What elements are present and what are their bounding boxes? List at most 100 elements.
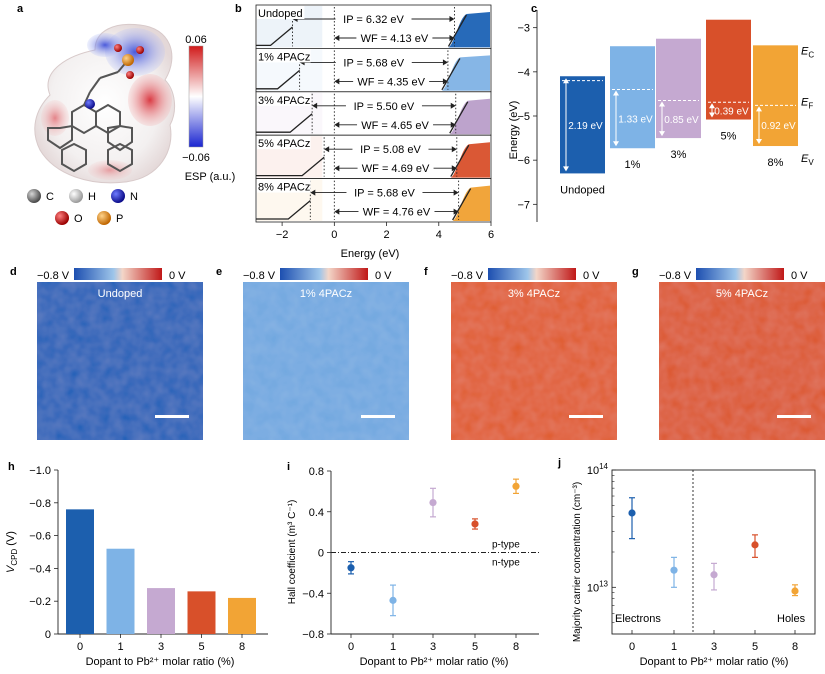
- ip-label: IP = 5.68 eV: [343, 57, 404, 69]
- tick-label-x-h: 0: [77, 641, 83, 653]
- ip-label: IP = 5.08 eV: [360, 144, 421, 156]
- vcpd-bar: [228, 597, 256, 634]
- tick-label-x-i: 5: [472, 641, 478, 653]
- ip-label-bg: [346, 184, 423, 198]
- tick-label-x-b: 4: [436, 229, 442, 241]
- esp-colorbar-min: −0.06: [182, 152, 210, 164]
- gap-label: 0.39 eV: [714, 106, 749, 117]
- tick-label-x-b: 0: [331, 229, 337, 241]
- kpfm-map-label: 3% 4PACz: [508, 288, 560, 300]
- panel-h: h VCPD (V) −1.0 −0.8 −0.6 −0.4 −0.2 0 0 1 3 5 8 Do…: [5, 461, 268, 668]
- spectrum-cutoff-fit: [452, 188, 472, 221]
- band-bar-label: 8%: [768, 157, 784, 169]
- atom-o-ball-icon: [55, 211, 69, 225]
- gap-label: 1.33 eV: [618, 114, 653, 125]
- band-bar: [610, 46, 655, 149]
- row-label: Undoped: [258, 8, 303, 20]
- panel-a: a: [17, 3, 235, 225]
- ups-spectra-chart: IP = 6.32 eV WF = 4.13 eV Undoped IP = 5.68…: [255, 4, 494, 241]
- tick-label-x-b: 2: [383, 229, 389, 241]
- band-bar: [753, 45, 798, 147]
- data-point: [512, 482, 520, 490]
- wf-label-bg: [356, 30, 433, 43]
- atom-n-ball-icon: [111, 189, 125, 203]
- axis-label-x-b: Energy (eV): [341, 248, 400, 260]
- tick-exponent: 14: [599, 462, 608, 471]
- row-label-bg: [257, 136, 311, 150]
- tick-label-x-h: 3: [158, 641, 164, 653]
- row-label: 1% 4PACz: [258, 51, 310, 63]
- tick-label-y-i: 0.4: [309, 507, 324, 519]
- spectrum-left-edge: [256, 156, 325, 177]
- edge-label-ec: EC: [801, 45, 814, 59]
- row-label: 8% 4PACz: [258, 182, 310, 194]
- spectrum-cutoff-fit: [450, 144, 470, 177]
- atom-legend-label: P: [116, 213, 123, 225]
- tick-mantissa: 10: [587, 582, 599, 594]
- kpfm-scale-min: −0.8 V: [451, 270, 484, 282]
- ip-label-bg: [345, 97, 422, 111]
- data-point: [471, 520, 479, 528]
- tick-label-y-h: 0: [45, 629, 51, 641]
- atom-c-ball-icon: [27, 189, 41, 203]
- p-type-label: p-type: [492, 540, 520, 551]
- tick-label-x-j: 0: [629, 641, 635, 653]
- tick-label-x-b: −2: [276, 229, 289, 241]
- gap-label: 0.85 eV: [664, 115, 699, 126]
- n-type-label: n-type: [492, 558, 520, 569]
- panel-letter-a: a: [17, 3, 24, 15]
- tick-label-y-c: −4: [517, 67, 530, 79]
- edge-label-main: E: [801, 153, 809, 165]
- ip-label-bg: [352, 141, 429, 155]
- tick-label-x-i: 8: [513, 641, 519, 653]
- band-bar: [656, 38, 701, 139]
- tick-label-x-b: 6: [488, 229, 494, 241]
- spectrum-secondary-cutoff-area: [452, 185, 490, 221]
- ip-label-bg: [335, 54, 412, 68]
- gap-label: 2.19 eV: [568, 121, 603, 132]
- esp-colorbar-label: ESP (a.u.): [185, 171, 236, 183]
- kpfm-colorbar: [488, 268, 576, 280]
- kpfm-scale-min: −0.8 V: [37, 270, 70, 282]
- atom-legend-label: O: [74, 213, 83, 225]
- wf-label: WF = 4.35 eV: [357, 76, 425, 88]
- tick-label-x-j: 3: [711, 641, 717, 653]
- spectrum-secondary-cutoff-area: [441, 55, 490, 91]
- tick-label-x-j: 1: [671, 641, 677, 653]
- electrons-label: Electrons: [615, 613, 661, 625]
- panel-i: i Hall coefficient (m³ C⁻¹) 0.8 0.4 0 −0.4 −…: [287, 461, 539, 668]
- tick-label-y-h: −0.6: [29, 531, 51, 543]
- edge-label-main: E: [801, 96, 809, 108]
- spectrum-cutoff-fit: [447, 14, 468, 47]
- tick-label-x-i: 0: [348, 641, 354, 653]
- row-label-bg: [257, 49, 311, 63]
- kpfm-panel-letter: f: [424, 266, 428, 278]
- spectrum-left-edge: [256, 200, 311, 220]
- tick-label-x-h: 8: [239, 641, 245, 653]
- band-bar-label: 1%: [625, 159, 641, 171]
- tick-label-x-j: 5: [752, 641, 758, 653]
- tick-label-y-c: −6: [517, 155, 530, 167]
- band-bar-label: Undoped: [560, 184, 605, 196]
- kpfm-map: [451, 282, 617, 440]
- wf-label-bg: [358, 203, 435, 217]
- kpfm-colorbar: [280, 268, 368, 280]
- panel-b: b IP = 6.32 eV WF = 4.13 eV Undoped IP = 5.…: [235, 3, 494, 260]
- spectrum-cutoff-fit: [441, 58, 461, 91]
- spectrum-cutoff-fit: [449, 101, 469, 134]
- data-point: [710, 571, 718, 579]
- kpfm-map-label: 1% 4PACz: [300, 288, 352, 300]
- spectrum-left-edge: [256, 69, 301, 90]
- data-point: [429, 498, 437, 507]
- data-point: [751, 541, 759, 549]
- kpfm-colorbar: [74, 268, 162, 280]
- kpfm-maps: d −0.8 V 0 V Undoped e −0.8 V 0 V 1% 4PACz f −0.8…: [10, 266, 825, 440]
- hall-coefficient-chart: 0.8 0.4 0 −0.4 −0.8 p-type n-type 0 1 3 5 8: [302, 466, 539, 653]
- scale-bar: [777, 415, 811, 418]
- row-label-bg: [257, 92, 311, 106]
- kpfm-panel-letter: e: [216, 266, 222, 278]
- tick-label-y-j: 1013: [587, 579, 609, 594]
- tick-mantissa: 10: [587, 465, 599, 477]
- wf-label-bg: [357, 116, 434, 130]
- panel-j: j Majority carrier concentration (cm⁻³) …: [557, 457, 816, 668]
